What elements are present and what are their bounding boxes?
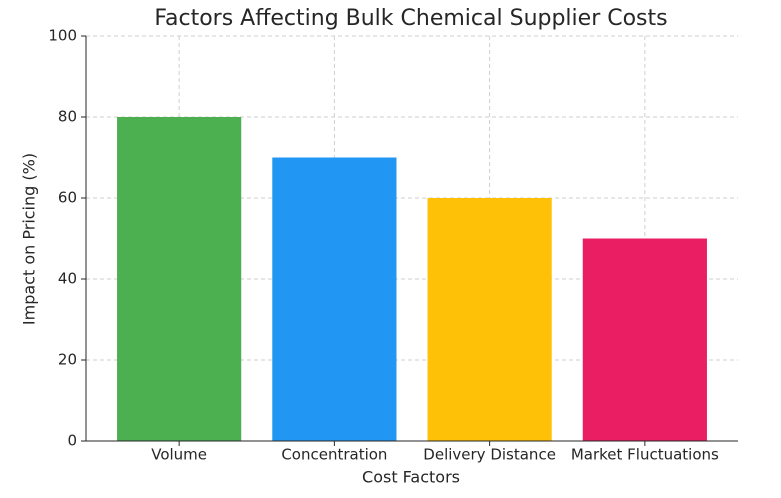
y-axis-label: Impact on Pricing (%) (20, 153, 39, 325)
y-tick-label: 60 (58, 189, 77, 207)
y-tick-label: 0 (67, 432, 77, 450)
x-tick-label: Volume (151, 446, 207, 464)
y-tick-label: 40 (58, 270, 77, 288)
x-tick-label: Market Fluctuations (571, 446, 719, 464)
bar (427, 198, 552, 441)
x-tick-label: Concentration (281, 446, 387, 464)
bar (272, 157, 397, 441)
y-tick-label: 80 (58, 108, 77, 126)
y-tick-label: 100 (48, 27, 77, 45)
x-axis-label: Cost Factors (362, 468, 460, 487)
chart-title: Factors Affecting Bulk Chemical Supplier… (154, 6, 667, 31)
bar (117, 117, 242, 441)
y-tick-label: 20 (58, 351, 77, 369)
x-tick-label: Delivery Distance (423, 446, 556, 464)
bar (582, 238, 707, 441)
